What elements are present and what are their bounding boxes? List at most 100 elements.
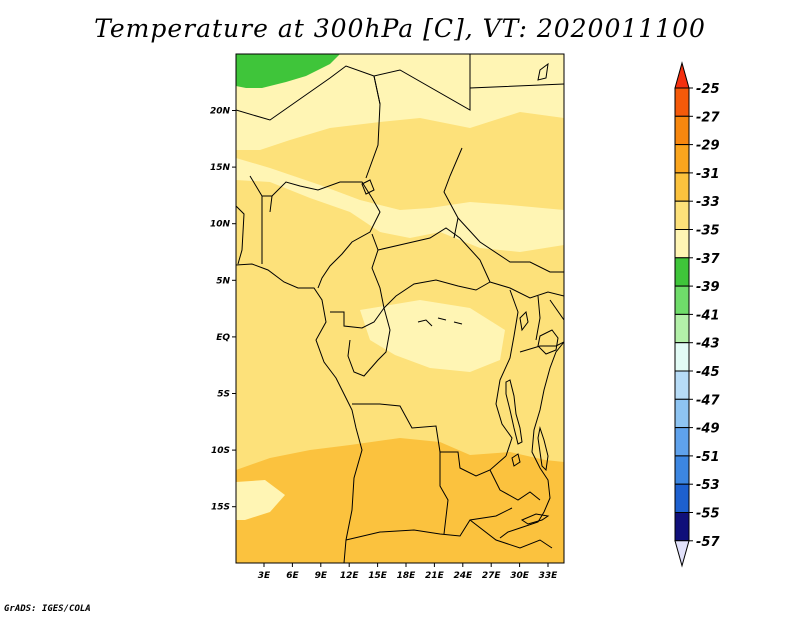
colorbar-segment — [674, 370, 690, 400]
lon-tick-label: 27E — [482, 571, 502, 581]
border-congo — [330, 306, 391, 377]
longitude-axis: 3E 6E 9E 12E 15E 18E 21E 24E 27E 30E 33E — [258, 563, 558, 581]
field-band-sahel — [236, 158, 564, 252]
colorbar-label: -43 — [696, 337, 720, 352]
colorbar-label: -31 — [696, 167, 720, 182]
lakes — [361, 62, 559, 525]
lat-tick-label: 15N — [210, 163, 231, 173]
colorbar-segment — [674, 483, 690, 514]
temperature-field — [236, 54, 564, 563]
colorbar-bottom-arrow — [674, 540, 690, 568]
border-chad-libya — [365, 75, 381, 179]
colorbar-label: -53 — [696, 478, 720, 493]
river-mark-2 — [437, 317, 447, 321]
colorbar-label: -51 — [696, 450, 720, 465]
plot-title: Temperature at 300hPa [C], VT: 202001110… — [94, 14, 706, 43]
colorbar: -25 -27 -29 -31 -33 -35 -37 -39 -41 -43 -45 -47 -49 -… — [674, 61, 720, 568]
river-mark-1 — [417, 319, 433, 327]
border-car-chad — [377, 227, 491, 283]
river-mark-3 — [453, 321, 463, 325]
field-cold-patch — [236, 54, 340, 88]
colorbar-label: -39 — [696, 280, 720, 295]
colorbar-label: -37 — [696, 252, 720, 267]
field-patch-southwest — [236, 480, 285, 520]
colorbar-label: -25 — [696, 82, 720, 97]
colorbar-segment — [674, 398, 690, 429]
colorbar-segment — [674, 229, 690, 259]
coastline-west — [236, 263, 363, 563]
colorbar-segment — [674, 115, 690, 146]
lon-tick-label: 3E — [258, 571, 271, 581]
colorbar-label: -29 — [696, 139, 720, 154]
colorbar-segment — [674, 144, 690, 174]
lake-sudan-east — [537, 62, 549, 81]
colorbar-segment — [674, 285, 690, 315]
border-kenya — [535, 295, 541, 341]
border-nigeria-cameroon — [317, 197, 381, 289]
border-sahara-1 — [236, 65, 375, 121]
colorbar-label: -49 — [696, 422, 720, 437]
lon-tick-label: 9E — [315, 571, 328, 581]
colorbar-segment — [674, 455, 690, 485]
lake-kariba — [520, 513, 550, 525]
lon-tick-label: 24E — [453, 571, 473, 581]
colorbar-segment — [674, 427, 690, 457]
colorbar-label: -55 — [696, 507, 720, 522]
colorbar-label: -27 — [696, 110, 720, 125]
border-chad-sudan — [443, 147, 463, 239]
colorbar-segment — [674, 200, 690, 230]
colorbar-segment — [674, 313, 690, 344]
colorbar-segment — [674, 172, 690, 202]
colorbar-label: -35 — [696, 224, 720, 239]
lat-tick-label: 20N — [210, 107, 231, 117]
border-angola-south — [345, 507, 513, 541]
border-zimbabwe — [469, 519, 553, 549]
colorbar-segment — [674, 342, 690, 372]
colorbar-segment — [674, 512, 690, 542]
lake-chad — [361, 179, 375, 195]
map-frame — [235, 53, 565, 564]
border-ethiopia — [549, 299, 564, 321]
lake-victoria — [537, 329, 559, 355]
border-sudan-north — [469, 83, 564, 110]
lon-tick-label: 12E — [340, 571, 360, 581]
lat-tick-label: 5S — [217, 390, 230, 400]
border-cameroon-car — [371, 233, 385, 309]
colorbar-label: -47 — [696, 393, 720, 408]
lon-tick-label: 33E — [539, 571, 559, 581]
lon-tick-label: 6E — [286, 571, 299, 581]
country-borders — [236, 54, 564, 563]
border-car-drc — [383, 279, 491, 309]
border-south-sudan — [489, 281, 564, 299]
lon-tick-label: 30E — [510, 571, 530, 581]
colorbar-label: -45 — [696, 365, 720, 380]
border-angola-zambia — [439, 452, 449, 535]
colorbar-top-arrow — [674, 61, 690, 89]
lon-tick-label: 18E — [397, 571, 417, 581]
lat-tick-label: EQ — [216, 333, 230, 343]
lon-tick-label: 21E — [425, 571, 445, 581]
colorbar-segment — [674, 257, 690, 287]
border-west-c — [236, 205, 245, 265]
lat-tick-label: 10N — [210, 220, 231, 230]
lake-malawi — [537, 426, 549, 472]
colorbar-label: -41 — [696, 308, 720, 323]
border-tanzania — [519, 341, 564, 353]
lon-tick-label: 15E — [368, 571, 388, 581]
colorbar-segment — [674, 87, 690, 117]
border-sudan-south — [457, 217, 564, 273]
lat-tick-label: 15S — [211, 503, 230, 513]
border-niger-nigeria — [271, 181, 373, 199]
coastline-east — [499, 341, 564, 539]
lake-albert — [519, 310, 529, 332]
field-patch-congo — [360, 300, 505, 372]
latitude-axis: 20N 15N 10N 5N EQ 5S 10S 15S — [210, 107, 236, 513]
border-drc-east — [495, 289, 519, 457]
field-band-north — [236, 54, 564, 150]
credit-label: GrADS: IGES/COLA — [4, 604, 91, 614]
border-zambia-east — [489, 469, 541, 501]
lat-tick-label: 10S — [211, 446, 230, 456]
lat-tick-label: 5N — [216, 276, 230, 286]
